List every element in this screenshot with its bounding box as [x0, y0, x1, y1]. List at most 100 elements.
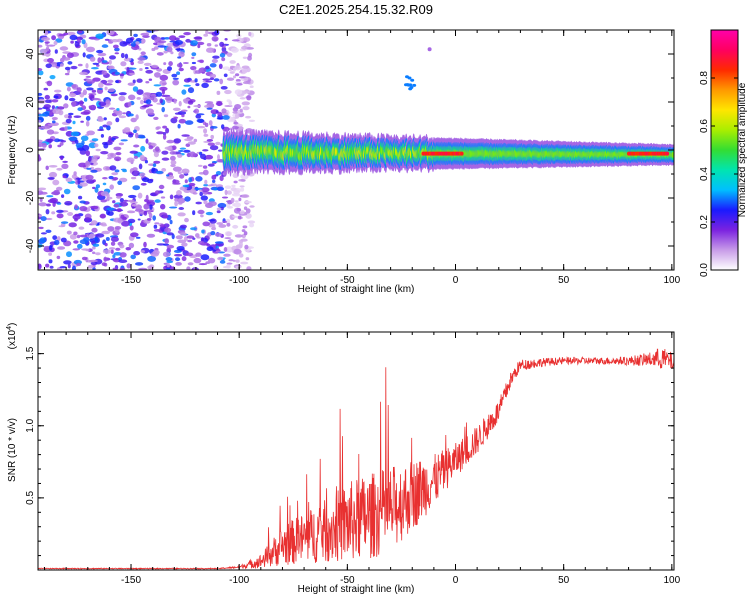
noise-speck [128, 194, 137, 199]
noise-speck [238, 215, 242, 220]
noise-speck [82, 144, 90, 151]
noise-speck [176, 71, 181, 75]
noise-speck [127, 218, 136, 224]
noise-speck [240, 187, 245, 192]
noise-speck [169, 151, 177, 155]
noise-speck [95, 184, 100, 189]
artifact-speck [406, 83, 411, 87]
noise-speck [213, 78, 220, 82]
noise-speck [145, 81, 150, 84]
noise-speck [47, 44, 56, 47]
noise-speck [135, 38, 142, 42]
noise-speck [38, 139, 43, 143]
noise-speck [191, 52, 197, 57]
noise-speck [60, 140, 66, 143]
noise-speck [145, 194, 149, 201]
noise-speck [82, 52, 86, 58]
noise-speck [135, 262, 144, 266]
noise-speck [51, 35, 56, 41]
noise-speck [241, 45, 248, 50]
noise-speck [64, 95, 69, 101]
noise-speck [176, 63, 183, 68]
noise-speck [138, 163, 143, 170]
noise-speck [133, 129, 137, 134]
artifact-speck [412, 83, 417, 87]
noise-speck [212, 223, 216, 229]
noise-speck [41, 37, 50, 41]
noise-speck [206, 43, 212, 47]
noise-speck [120, 52, 125, 59]
noise-speck [198, 164, 203, 167]
x-tick-label: 0 [453, 575, 459, 586]
noise-speck [115, 193, 124, 197]
noise-speck [153, 160, 161, 164]
noise-speck [232, 224, 239, 229]
noise-speck [66, 251, 72, 258]
noise-speck [63, 260, 72, 265]
noise-speck [118, 92, 127, 96]
noise-speck [200, 237, 204, 242]
noise-speck [230, 65, 235, 69]
noise-speck [246, 266, 252, 270]
noise-speck [239, 210, 245, 215]
noise-speckles [38, 30, 256, 270]
noise-speck [48, 245, 53, 251]
y-tick-label: 0.5 [25, 490, 36, 504]
noise-speck [79, 206, 88, 212]
noise-speck [140, 32, 150, 36]
noise-speck [232, 259, 236, 262]
noise-speck [227, 239, 234, 243]
noise-speck [127, 82, 135, 86]
noise-speck [233, 75, 236, 79]
noise-speck [190, 227, 197, 231]
noise-speck [124, 53, 129, 59]
noise-speck [110, 236, 119, 242]
noise-speck [50, 61, 58, 68]
noise-speck [119, 198, 124, 203]
noise-speck [193, 108, 200, 114]
noise-speck [48, 165, 58, 168]
noise-speck [136, 89, 144, 95]
noise-speck [161, 157, 170, 161]
noise-speck [61, 194, 65, 199]
noise-speck [161, 89, 165, 95]
noise-speck [66, 31, 76, 36]
noise-speck [245, 257, 250, 261]
noise-speck [177, 197, 186, 204]
noise-speck [59, 46, 69, 51]
noise-speck [148, 78, 153, 81]
noise-speck [101, 70, 108, 75]
noise-speck [38, 226, 44, 230]
noise-speck [104, 242, 108, 247]
noise-speck [53, 189, 60, 196]
noise-speck [68, 115, 72, 119]
noise-speck [62, 160, 68, 163]
noise-speck [51, 105, 56, 110]
noise-speck [177, 239, 187, 244]
noise-speck [178, 118, 186, 124]
noise-speck [125, 37, 134, 44]
noise-speck [232, 125, 239, 130]
noise-speck [184, 196, 191, 202]
noise-speck [107, 65, 113, 70]
noise-speck [199, 59, 205, 64]
noise-speck [234, 234, 243, 238]
noise-speck [179, 174, 185, 179]
noise-speck [172, 79, 180, 86]
noise-speck [75, 142, 85, 148]
noise-speck [105, 237, 110, 241]
noise-speck [156, 131, 164, 135]
noise-speck [197, 240, 205, 245]
noise-speck [38, 155, 41, 161]
noise-speck [122, 128, 131, 133]
noise-speck [78, 162, 88, 168]
noise-speck [159, 224, 166, 228]
noise-speck [183, 31, 191, 36]
noise-speck [86, 167, 92, 170]
noise-speck [185, 143, 191, 147]
noise-speck [61, 163, 69, 169]
spectrogram-xlabel: Height of straight line (km) [298, 284, 415, 295]
noise-speck [131, 170, 140, 177]
noise-speck [146, 233, 156, 238]
noise-speck [94, 143, 99, 148]
